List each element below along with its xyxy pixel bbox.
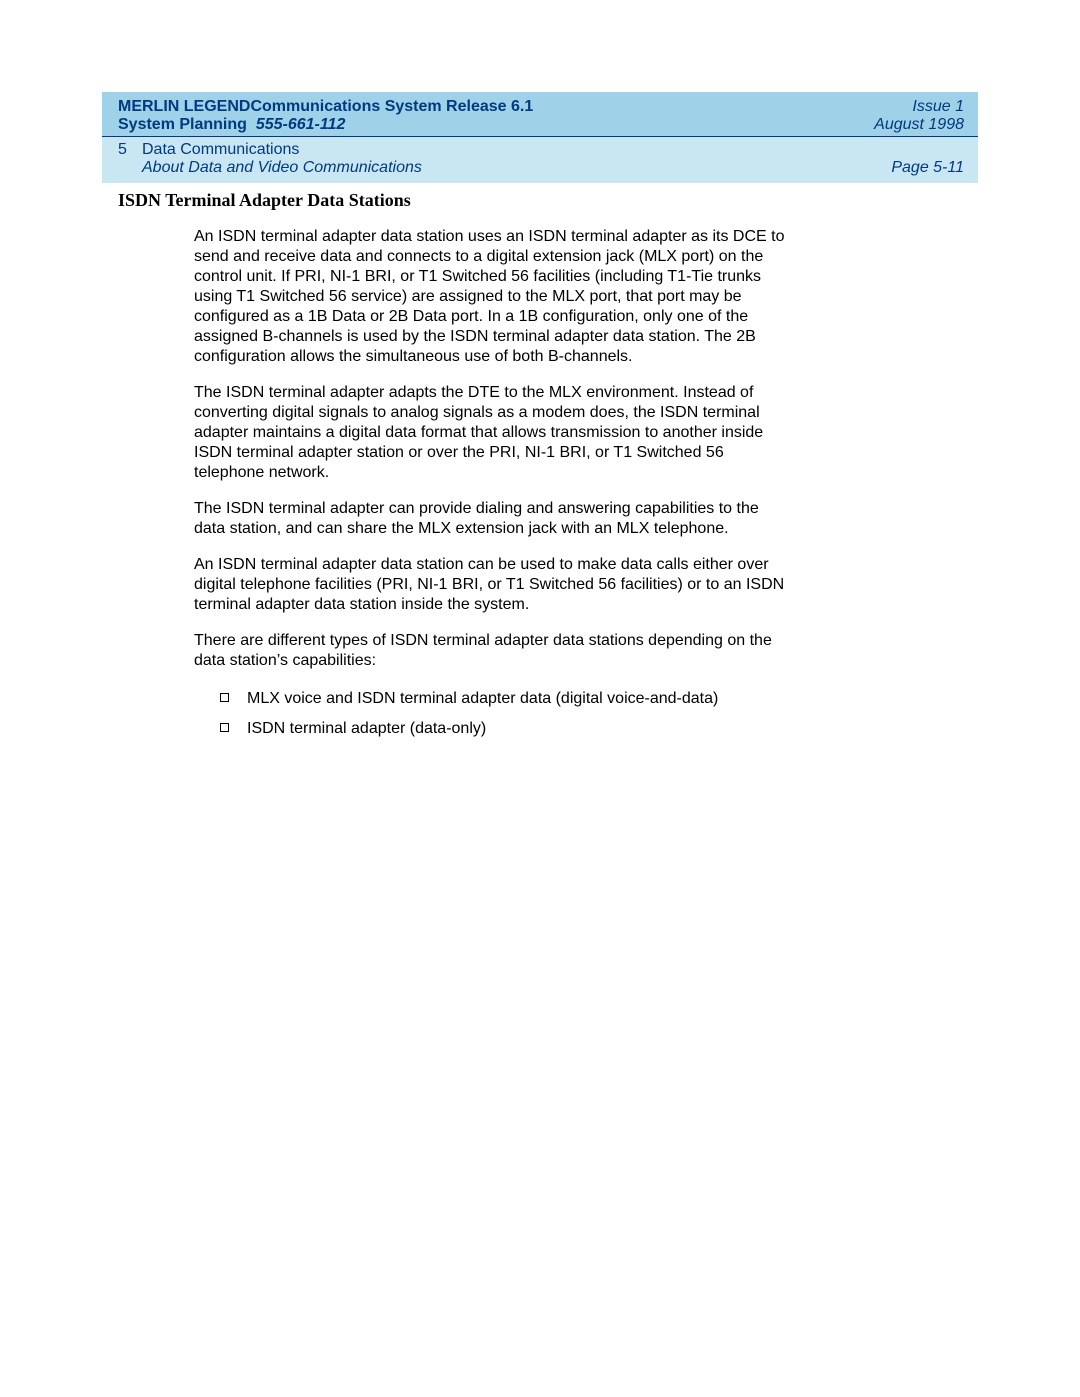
chapter-block: 5 Data Communications About Data and Vid… (118, 141, 422, 177)
issue-date: August 1998 (874, 116, 964, 134)
chapter-number: 5 (118, 141, 128, 159)
doc-number: 555-661-112 (256, 116, 346, 133)
doc-subtitle: System Planning (118, 116, 247, 133)
header-left: MERLIN LEGENDCommunications System Relea… (118, 98, 533, 134)
body-text: An ISDN terminal adapter data station us… (194, 227, 794, 671)
section-heading: ISDN Terminal Adapter Data Stations (118, 190, 818, 211)
doc-title-strong: MERLIN LEGEND (118, 98, 250, 115)
list-item-text: MLX voice and ISDN terminal adapter data… (247, 687, 718, 711)
doc-title: MERLIN LEGENDCommunications System Relea… (118, 98, 533, 116)
paragraph: There are different types of ISDN termin… (194, 631, 794, 671)
header-right: Issue 1 August 1998 (874, 98, 964, 134)
list-item-text: ISDN terminal adapter (data-only) (247, 717, 486, 741)
header-row-secondary: 5 Data Communications About Data and Vid… (102, 136, 978, 183)
chapter-section-title: About Data and Video Communications (142, 159, 422, 177)
header-row-primary: MERLIN LEGENDCommunications System Relea… (102, 92, 978, 136)
paragraph: The ISDN terminal adapter can provide di… (194, 499, 794, 539)
page-header: MERLIN LEGENDCommunications System Relea… (102, 92, 978, 183)
bullet-icon (220, 693, 229, 702)
paragraph: An ISDN terminal adapter data station us… (194, 227, 794, 367)
content-area: ISDN Terminal Adapter Data Stations An I… (118, 190, 818, 747)
page-number: Page 5-11 (891, 159, 964, 177)
list-item: ISDN terminal adapter (data-only) (220, 717, 794, 741)
doc-title-rest: Communications System Release 6.1 (250, 98, 533, 115)
bullet-list: MLX voice and ISDN terminal adapter data… (220, 687, 794, 741)
paragraph: The ISDN terminal adapter adapts the DTE… (194, 383, 794, 483)
doc-subtitle-line: System Planning 555-661-112 (118, 116, 533, 134)
bullet-icon (220, 723, 229, 732)
paragraph: An ISDN terminal adapter data station ca… (194, 555, 794, 615)
issue-label: Issue 1 (874, 98, 964, 116)
chapter-title: Data Communications (142, 141, 422, 159)
list-item: MLX voice and ISDN terminal adapter data… (220, 687, 794, 711)
page: MERLIN LEGENDCommunications System Relea… (0, 0, 1080, 1397)
